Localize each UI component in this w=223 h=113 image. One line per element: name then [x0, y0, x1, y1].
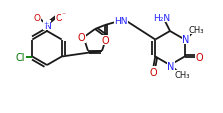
Text: ⁻: ⁻ — [61, 10, 65, 19]
Text: H₂N: H₂N — [153, 13, 171, 22]
Text: O: O — [33, 13, 41, 22]
Text: CH₃: CH₃ — [174, 71, 190, 80]
Text: O: O — [56, 13, 62, 22]
Text: CH₃: CH₃ — [189, 26, 204, 35]
Text: N: N — [182, 34, 189, 44]
Text: O: O — [78, 33, 85, 43]
Text: O: O — [149, 67, 157, 77]
Text: N: N — [44, 21, 50, 30]
Text: +: + — [43, 20, 49, 25]
Text: HN: HN — [114, 16, 128, 25]
Text: N: N — [167, 61, 175, 71]
Text: O: O — [196, 52, 204, 62]
Text: Cl: Cl — [16, 52, 25, 62]
Text: O: O — [101, 36, 109, 46]
